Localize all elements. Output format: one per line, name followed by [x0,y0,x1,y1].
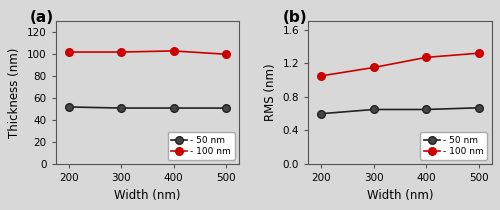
Line: - 50 nm: - 50 nm [65,103,230,112]
X-axis label: Width (nm): Width (nm) [114,189,180,202]
- 50 nm [170,107,176,109]
Line: - 100 nm: - 100 nm [65,47,230,58]
- 100 nm [118,51,124,53]
- 100 nm [170,50,176,52]
- 100 nm [476,52,482,54]
- 100 nm [66,51,72,53]
Legend: - 50 nm, - 100 nm: - 50 nm, - 100 nm [420,132,487,160]
Line: - 50 nm: - 50 nm [318,104,482,118]
X-axis label: Width (nm): Width (nm) [366,189,433,202]
- 50 nm [223,107,229,109]
- 100 nm [423,56,429,59]
Legend: - 50 nm, - 100 nm: - 50 nm, - 100 nm [168,132,234,160]
Text: (b): (b) [282,10,307,25]
Y-axis label: RMS (nm): RMS (nm) [264,64,277,122]
Line: - 100 nm: - 100 nm [318,49,482,80]
- 100 nm [371,66,377,69]
- 50 nm [476,106,482,109]
- 100 nm [223,53,229,55]
- 100 nm [318,75,324,77]
Y-axis label: Thickness (nm): Thickness (nm) [8,47,22,138]
- 50 nm [318,112,324,115]
- 50 nm [423,108,429,111]
- 50 nm [118,107,124,109]
Text: (a): (a) [30,10,54,25]
- 50 nm [66,106,72,108]
- 50 nm [371,108,377,111]
